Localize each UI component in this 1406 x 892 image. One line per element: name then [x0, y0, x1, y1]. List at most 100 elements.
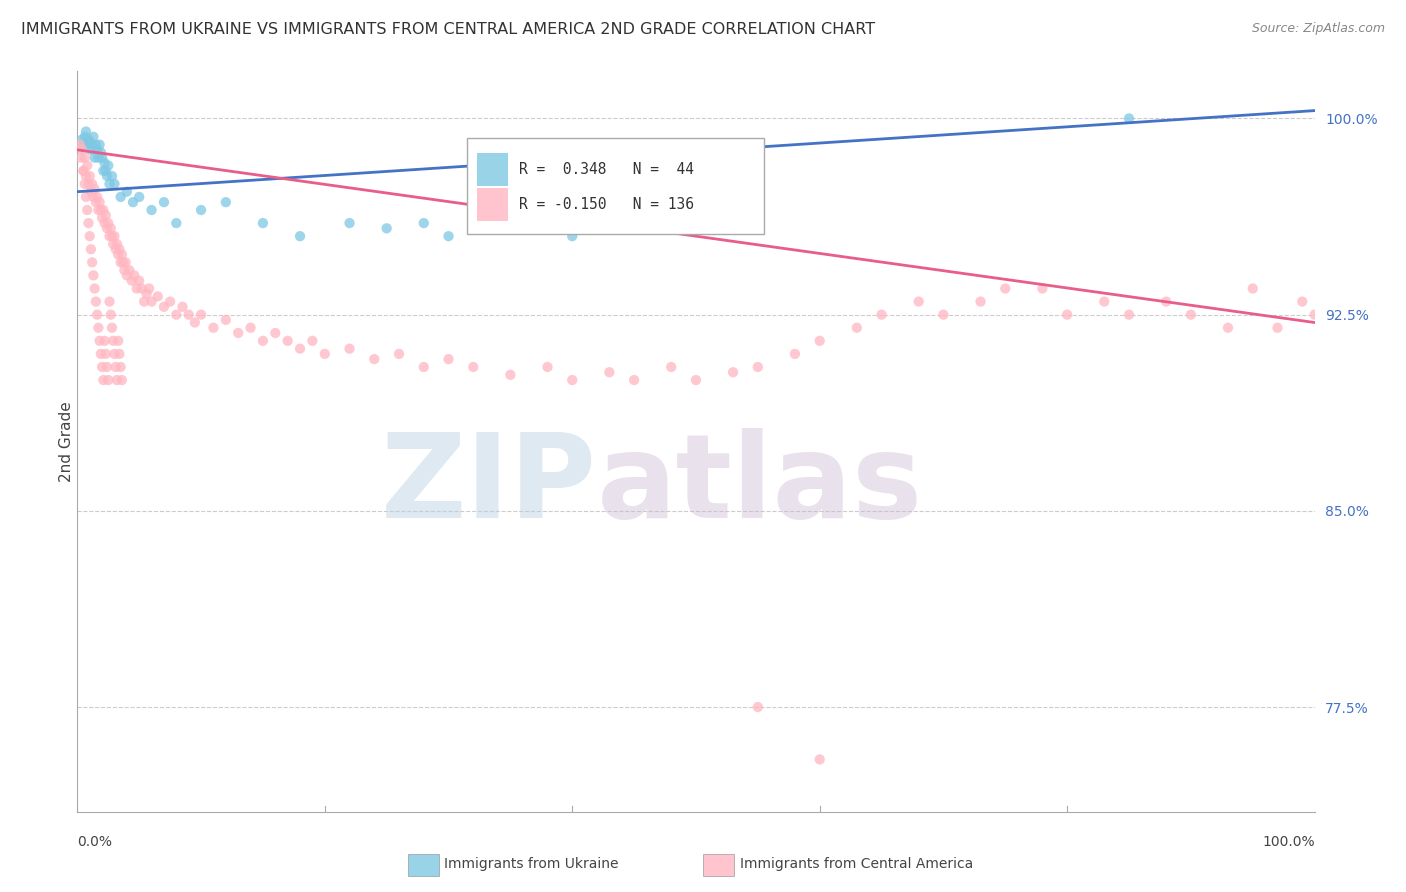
Point [134, 294, 156, 309]
Point [80, 185, 103, 199]
Point [512, 216, 534, 230]
Point [89, 334, 111, 348]
Point [1056, 308, 1078, 322]
Point [1303, 308, 1326, 322]
Point [91, 151, 114, 165]
Point [314, 347, 336, 361]
Point [76, 202, 98, 217]
Point [100, 221, 122, 235]
Point [101, 320, 124, 334]
Point [135, 286, 157, 301]
Point [111, 373, 134, 387]
Point [90, 145, 112, 160]
Point [103, 229, 125, 244]
Text: Source: ZipAtlas.com: Source: ZipAtlas.com [1251, 22, 1385, 36]
Point [363, 352, 385, 367]
Point [104, 242, 127, 256]
Point [721, 365, 744, 379]
Point [125, 281, 148, 295]
Point [375, 221, 398, 235]
Point [86, 308, 108, 322]
Point [101, 229, 124, 244]
Point [73, 151, 96, 165]
Point [86, 190, 108, 204]
Point [845, 320, 868, 334]
Point [437, 229, 460, 244]
Point [72, 143, 94, 157]
Point [112, 263, 135, 277]
Point [131, 281, 153, 295]
Point [80, 143, 103, 157]
Text: Immigrants from Central America: Immigrants from Central America [740, 857, 973, 871]
Point [412, 216, 434, 230]
Point [339, 342, 361, 356]
Point [75, 124, 97, 138]
Point [301, 334, 323, 348]
Point [1154, 294, 1177, 309]
Point [97, 216, 120, 230]
Point [202, 320, 225, 334]
Point [138, 281, 160, 295]
Point [72, 163, 94, 178]
Point [103, 334, 125, 348]
Point [110, 255, 132, 269]
Point [536, 359, 558, 374]
Point [141, 202, 163, 217]
Point [747, 700, 769, 714]
Point [90, 347, 112, 361]
Point [184, 316, 207, 330]
Point [141, 294, 163, 309]
Point [105, 237, 128, 252]
Point [153, 300, 176, 314]
Text: atlas: atlas [598, 428, 924, 543]
Point [288, 342, 311, 356]
Point [98, 229, 121, 244]
Point [190, 202, 212, 217]
Point [93, 334, 115, 348]
Point [103, 347, 125, 361]
Point [932, 308, 955, 322]
FancyBboxPatch shape [467, 138, 763, 235]
Point [76, 137, 98, 152]
Point [128, 274, 150, 288]
Point [72, 132, 94, 146]
Point [115, 268, 138, 283]
Point [226, 326, 249, 340]
Point [870, 308, 893, 322]
Point [98, 294, 121, 309]
Point [73, 129, 96, 144]
Point [96, 359, 118, 374]
Point [1118, 308, 1140, 322]
Text: R =  0.348   N =  44: R = 0.348 N = 44 [519, 162, 695, 178]
Point [80, 242, 103, 256]
Text: R = -0.150   N = 136: R = -0.150 N = 136 [519, 197, 695, 212]
Point [82, 137, 104, 152]
Point [84, 294, 107, 309]
Point [747, 359, 769, 374]
Point [115, 185, 138, 199]
FancyBboxPatch shape [477, 153, 508, 186]
Point [412, 359, 434, 374]
Text: Immigrants from Ukraine: Immigrants from Ukraine [444, 857, 619, 871]
Point [388, 347, 411, 361]
Point [87, 202, 110, 217]
Point [1031, 281, 1053, 295]
Point [122, 195, 145, 210]
Point [93, 156, 115, 170]
Point [112, 255, 135, 269]
Point [82, 177, 104, 191]
Point [91, 373, 114, 387]
Point [474, 221, 496, 235]
Point [79, 229, 101, 244]
Y-axis label: 2nd Grade: 2nd Grade [59, 401, 73, 482]
Point [72, 137, 94, 152]
Point [108, 242, 131, 256]
Point [215, 195, 238, 210]
Point [79, 135, 101, 149]
Point [969, 294, 991, 309]
Point [84, 137, 107, 152]
Point [1216, 320, 1239, 334]
Point [1092, 294, 1115, 309]
Point [70, 151, 93, 165]
Point [103, 177, 125, 191]
